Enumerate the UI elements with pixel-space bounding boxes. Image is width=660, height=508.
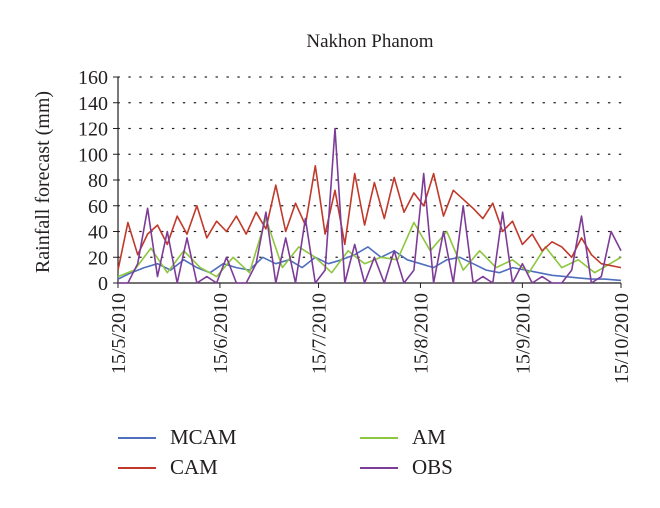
x-tick-label: 15/6/2010 xyxy=(210,293,232,374)
y-tick-label: 120 xyxy=(78,119,108,141)
series-line-mcam xyxy=(117,246,622,282)
legend-label-am: AM xyxy=(412,425,446,449)
legend-label-obs: OBS xyxy=(412,455,453,479)
y-tick-label: 140 xyxy=(78,93,108,115)
legend-swatch-obs xyxy=(360,466,398,469)
y-tick-label: 100 xyxy=(78,144,108,166)
chart-title: Nakhon Phanom xyxy=(306,31,434,52)
legend-swatch-mcam xyxy=(118,436,156,439)
legend-item-obs: OBS xyxy=(360,455,453,480)
x-tick-label: 15/5/2010 xyxy=(108,293,130,374)
y-tick-labels: 0 20 40 60 80 100 120 140 160 xyxy=(78,67,108,295)
axes xyxy=(113,76,622,288)
legend-label-cam: CAM xyxy=(170,455,218,479)
y-tick-label: 60 xyxy=(88,196,108,218)
y-tick-label: 0 xyxy=(98,273,108,295)
x-tick-label: 15/10/2010 xyxy=(611,293,633,384)
series-line-am xyxy=(117,217,622,278)
legend-item-cam: CAM xyxy=(118,455,218,480)
series-line-obs xyxy=(118,127,622,284)
x-tick-labels: 15/5/2010 15/6/2010 15/7/2010 15/8/2010 15/9… xyxy=(108,293,633,384)
x-tick-label: 15/8/2010 xyxy=(410,293,432,374)
legend-swatch-am xyxy=(360,436,398,439)
legend-swatch-cam xyxy=(118,466,156,469)
legend-label-mcam: MCAM xyxy=(170,425,237,449)
y-tick-label: 40 xyxy=(88,222,108,244)
series-line-cam xyxy=(117,165,622,271)
y-tick-label: 80 xyxy=(88,170,108,192)
legend-item-am: AM xyxy=(360,425,446,450)
y-tick-label: 160 xyxy=(78,67,108,89)
series-lines xyxy=(117,127,622,284)
legend-item-mcam: MCAM xyxy=(118,425,237,450)
x-tick-label: 15/9/2010 xyxy=(512,293,534,374)
y-tick-label: 20 xyxy=(88,247,108,269)
y-axis-label: Rainfall forecast (mm) xyxy=(32,91,54,273)
chart-legend: MCAM CAM AM OBS xyxy=(118,425,638,485)
x-tick-label: 15/7/2010 xyxy=(309,293,331,374)
gridlines xyxy=(117,76,622,258)
